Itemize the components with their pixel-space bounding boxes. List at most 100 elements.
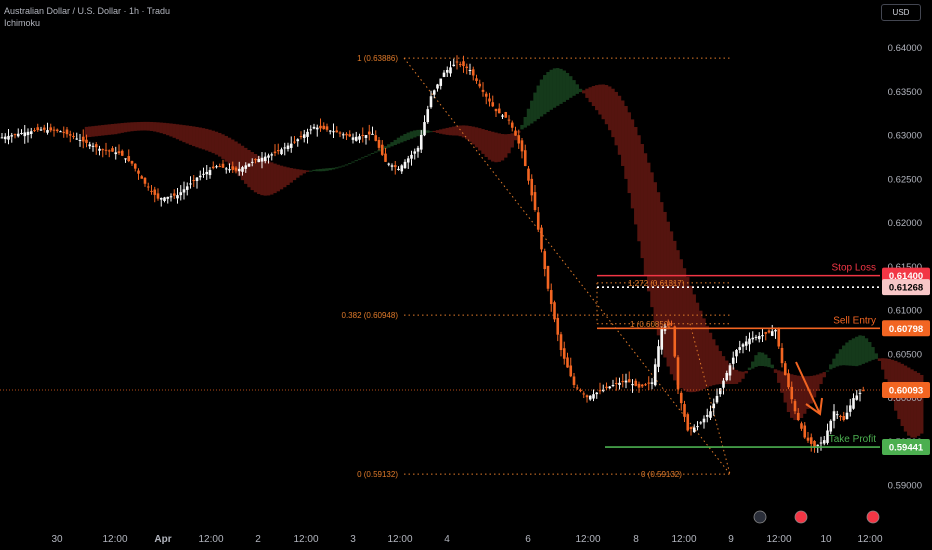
candle-body[interactable] bbox=[442, 72, 446, 77]
candle-body[interactable] bbox=[306, 131, 309, 137]
candle-body[interactable] bbox=[137, 170, 140, 174]
candle-body[interactable] bbox=[757, 336, 761, 340]
candle-body[interactable] bbox=[780, 347, 784, 364]
candle-body[interactable] bbox=[75, 138, 79, 140]
candle-body[interactable] bbox=[101, 149, 105, 151]
candle-body[interactable] bbox=[104, 149, 108, 151]
candle-body[interactable] bbox=[341, 134, 345, 136]
candle-body[interactable] bbox=[189, 183, 192, 185]
candle-body[interactable] bbox=[566, 357, 569, 368]
candle-body[interactable] bbox=[835, 414, 839, 416]
candle-body[interactable] bbox=[605, 386, 608, 389]
candle-body[interactable] bbox=[257, 158, 261, 163]
candle-body[interactable] bbox=[267, 155, 270, 158]
candle-body[interactable] bbox=[627, 379, 631, 383]
candle-body[interactable] bbox=[670, 323, 673, 325]
candle-body[interactable] bbox=[611, 385, 615, 386]
candle-body[interactable] bbox=[416, 147, 420, 152]
candle-body[interactable] bbox=[296, 139, 300, 142]
candle-body[interactable] bbox=[179, 192, 183, 196]
candle-body[interactable] bbox=[839, 415, 842, 418]
candle-body[interactable] bbox=[176, 195, 179, 199]
candle-body[interactable] bbox=[624, 380, 628, 383]
candle-body[interactable] bbox=[387, 163, 391, 165]
candle-body[interactable] bbox=[796, 412, 800, 420]
candle-body[interactable] bbox=[855, 395, 859, 400]
candle-body[interactable] bbox=[556, 317, 560, 335]
candle-body[interactable] bbox=[712, 403, 716, 409]
candle-body[interactable] bbox=[182, 189, 186, 193]
candle-body[interactable] bbox=[13, 134, 17, 136]
candle-body[interactable] bbox=[140, 176, 144, 179]
candle-body[interactable] bbox=[809, 437, 813, 444]
candle-body[interactable] bbox=[653, 364, 657, 386]
candle-body[interactable] bbox=[445, 70, 449, 73]
candle-body[interactable] bbox=[559, 334, 563, 350]
candle-body[interactable] bbox=[569, 365, 573, 377]
candle-body[interactable] bbox=[676, 357, 680, 390]
candle-body[interactable] bbox=[455, 61, 459, 63]
candle-body[interactable] bbox=[738, 347, 742, 350]
candle-body[interactable] bbox=[335, 130, 339, 133]
candle-body[interactable] bbox=[120, 150, 124, 156]
candle-body[interactable] bbox=[725, 372, 729, 381]
candle-body[interactable] bbox=[462, 61, 465, 67]
candle-body[interactable] bbox=[270, 154, 274, 156]
candle-body[interactable] bbox=[42, 127, 46, 130]
candle-body[interactable] bbox=[637, 383, 641, 388]
candle-body[interactable] bbox=[150, 190, 153, 192]
candle-body[interactable] bbox=[384, 153, 387, 162]
candle-body[interactable] bbox=[679, 392, 683, 404]
candle-body[interactable] bbox=[20, 133, 23, 134]
candle-body[interactable] bbox=[241, 167, 244, 172]
candle-body[interactable] bbox=[211, 166, 215, 169]
candle-body[interactable] bbox=[91, 145, 95, 147]
candle-body[interactable] bbox=[114, 152, 118, 155]
candle-body[interactable] bbox=[354, 136, 358, 141]
candle-body[interactable] bbox=[397, 168, 400, 170]
candle-body[interactable] bbox=[507, 119, 511, 121]
candle-body[interactable] bbox=[163, 197, 166, 201]
candle-body[interactable] bbox=[478, 83, 482, 87]
candle-body[interactable] bbox=[413, 151, 417, 154]
candle-body[interactable] bbox=[852, 398, 855, 409]
candle-body[interactable] bbox=[293, 141, 296, 143]
candle-body[interactable] bbox=[832, 411, 836, 421]
candle-body[interactable] bbox=[185, 186, 189, 190]
candle-body[interactable] bbox=[709, 411, 712, 418]
candle-body[interactable] bbox=[761, 335, 764, 337]
candle-body[interactable] bbox=[705, 414, 709, 417]
candle-body[interactable] bbox=[315, 127, 319, 130]
candle-body[interactable] bbox=[364, 135, 368, 138]
candle-body[interactable] bbox=[172, 193, 176, 196]
candle-body[interactable] bbox=[228, 169, 231, 171]
candle-body[interactable] bbox=[673, 326, 677, 357]
candle-body[interactable] bbox=[88, 144, 92, 147]
candle-body[interactable] bbox=[504, 112, 508, 118]
candle-body[interactable] bbox=[231, 166, 235, 170]
candle-body[interactable] bbox=[429, 96, 433, 108]
candle-body[interactable] bbox=[787, 373, 790, 388]
candle-body[interactable] bbox=[471, 69, 475, 76]
candle-body[interactable] bbox=[215, 166, 218, 168]
candle-body[interactable] bbox=[7, 135, 10, 140]
candle-body[interactable] bbox=[666, 323, 670, 326]
candle-body[interactable] bbox=[49, 127, 53, 131]
candle-body[interactable] bbox=[640, 384, 644, 387]
flag-icon[interactable] bbox=[794, 510, 808, 524]
candle-body[interactable] bbox=[449, 67, 452, 74]
candle-body[interactable] bbox=[16, 133, 20, 137]
candle-body[interactable] bbox=[439, 78, 443, 86]
candle-body[interactable] bbox=[218, 166, 222, 168]
candle-body[interactable] bbox=[78, 140, 82, 141]
candle-body[interactable] bbox=[166, 196, 170, 199]
candle-body[interactable] bbox=[332, 131, 335, 133]
candle-body[interactable] bbox=[845, 412, 849, 419]
candle-body[interactable] bbox=[741, 344, 745, 347]
candle-body[interactable] bbox=[234, 167, 238, 171]
candle-body[interactable] bbox=[400, 165, 404, 172]
candle-body[interactable] bbox=[543, 251, 547, 270]
candle-body[interactable] bbox=[328, 130, 332, 132]
candle-body[interactable] bbox=[406, 158, 410, 163]
candle-body[interactable] bbox=[39, 129, 43, 131]
